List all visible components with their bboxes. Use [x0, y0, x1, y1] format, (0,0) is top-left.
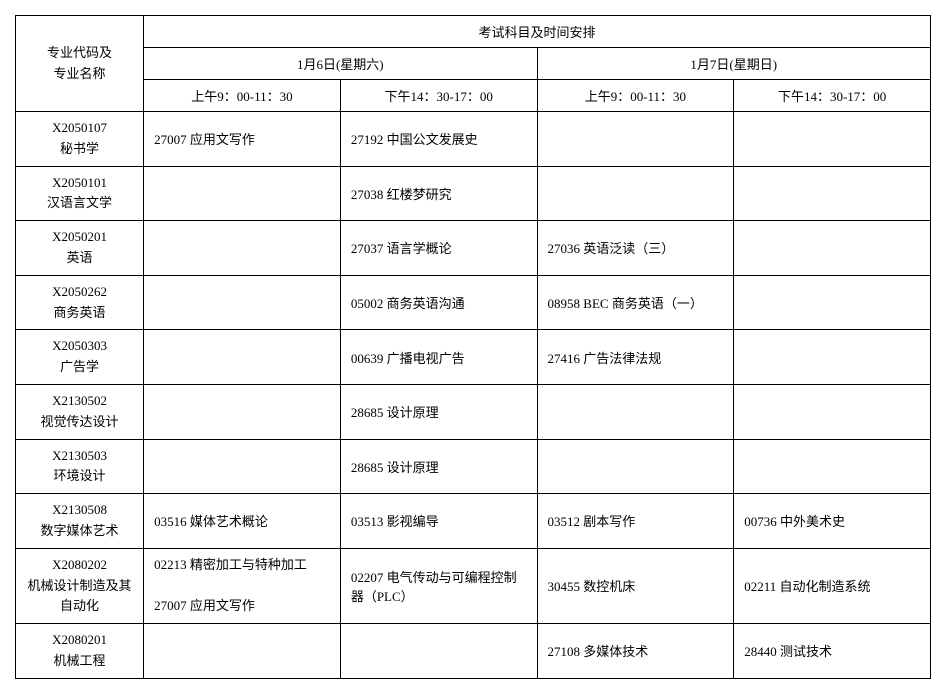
- slot4-cell: 00736 中外美术史: [734, 494, 931, 549]
- major-cell: X2130503环境设计: [16, 439, 144, 494]
- header-slot3: 上午9：00-11：30: [537, 80, 734, 112]
- major-cell: X2050303广告学: [16, 330, 144, 385]
- table-row: X2050101汉语言文学 27038 红楼梦研究: [16, 166, 931, 221]
- slot2-cell: 28685 设计原理: [340, 439, 537, 494]
- major-cell: X2130508数字媒体艺术: [16, 494, 144, 549]
- header-day2: 1月7日(星期日): [537, 48, 930, 80]
- slot4-cell: [734, 221, 931, 276]
- slot4-cell: [734, 384, 931, 439]
- slot1-cell: [144, 330, 341, 385]
- table-row: X2050262商务英语 05002 商务英语沟通08958 BEC 商务英语（一…: [16, 275, 931, 330]
- slot4-cell: [734, 275, 931, 330]
- slot2-cell: 02207 电气传动与可编程控制器（PLC）: [340, 548, 537, 623]
- header-row-1: 专业代码及专业名称 考试科目及时间安排: [16, 16, 931, 48]
- major-cell: X2080202机械设计制造及其自动化: [16, 548, 144, 623]
- slot1-cell: [144, 275, 341, 330]
- table-body: X2050107秘书学27007 应用文写作27192 中国公文发展史X2050…: [16, 112, 931, 679]
- slot2-cell: 27192 中国公文发展史: [340, 112, 537, 167]
- slot3-cell: 27108 多媒体技术: [537, 624, 734, 679]
- header-slot2: 下午14：30-17：00: [340, 80, 537, 112]
- slot2-cell: 03513 影视编导: [340, 494, 537, 549]
- slot1-cell: [144, 439, 341, 494]
- slot4-cell: 28440 测试技术: [734, 624, 931, 679]
- slot1-cell: [144, 221, 341, 276]
- header-row-3: 上午9：00-11：30 下午14：30-17：00 上午9：00-11：30 …: [16, 80, 931, 112]
- slot4-cell: [734, 439, 931, 494]
- slot1-cell: 02213 精密加工与特种加工 27007 应用文写作: [144, 548, 341, 623]
- slot2-cell: [340, 624, 537, 679]
- table-row: X2080201机械工程 27108 多媒体技术28440 测试技术: [16, 624, 931, 679]
- slot4-cell: [734, 166, 931, 221]
- table-row: X2130503环境设计 28685 设计原理: [16, 439, 931, 494]
- header-slot4: 下午14：30-17：00: [734, 80, 931, 112]
- slot3-cell: 03512 剧本写作: [537, 494, 734, 549]
- major-cell: X2080201机械工程: [16, 624, 144, 679]
- major-cell: X2050262商务英语: [16, 275, 144, 330]
- slot1-cell: [144, 624, 341, 679]
- slot1-cell: [144, 384, 341, 439]
- table-row: X2050303广告学 00639 广播电视广告27416 广告法律法规: [16, 330, 931, 385]
- header-top: 考试科目及时间安排: [144, 16, 931, 48]
- table-row: X2130508数字媒体艺术03516 媒体艺术概论03513 影视编导0351…: [16, 494, 931, 549]
- slot4-cell: 02211 自动化制造系统: [734, 548, 931, 623]
- slot2-cell: 27037 语言学概论: [340, 221, 537, 276]
- slot1-cell: 27007 应用文写作: [144, 112, 341, 167]
- header-row-2: 1月6日(星期六) 1月7日(星期日): [16, 48, 931, 80]
- table-row: X2050201英语 27037 语言学概论27036 英语泛读（三）: [16, 221, 931, 276]
- header-slot1: 上午9：00-11：30: [144, 80, 341, 112]
- slot3-cell: [537, 112, 734, 167]
- table-row: X2050107秘书学27007 应用文写作27192 中国公文发展史: [16, 112, 931, 167]
- slot3-cell: 27416 广告法律法规: [537, 330, 734, 385]
- major-cell: X2130502视觉传达设计: [16, 384, 144, 439]
- slot3-cell: [537, 166, 734, 221]
- slot2-cell: 05002 商务英语沟通: [340, 275, 537, 330]
- major-cell: X2050107秘书学: [16, 112, 144, 167]
- header-day1: 1月6日(星期六): [144, 48, 537, 80]
- slot2-cell: 00639 广播电视广告: [340, 330, 537, 385]
- slot3-cell: 27036 英语泛读（三）: [537, 221, 734, 276]
- major-cell: X2050101汉语言文学: [16, 166, 144, 221]
- slot3-cell: 30455 数控机床: [537, 548, 734, 623]
- major-cell: X2050201英语: [16, 221, 144, 276]
- slot1-cell: [144, 166, 341, 221]
- schedule-table: 专业代码及专业名称 考试科目及时间安排 1月6日(星期六) 1月7日(星期日) …: [15, 15, 931, 679]
- slot3-cell: 08958 BEC 商务英语（一）: [537, 275, 734, 330]
- slot4-cell: [734, 112, 931, 167]
- slot4-cell: [734, 330, 931, 385]
- table-row: X2080202机械设计制造及其自动化02213 精密加工与特种加工 27007…: [16, 548, 931, 623]
- slot3-cell: [537, 439, 734, 494]
- slot2-cell: 27038 红楼梦研究: [340, 166, 537, 221]
- header-major: 专业代码及专业名称: [16, 16, 144, 112]
- slot1-cell: 03516 媒体艺术概论: [144, 494, 341, 549]
- table-row: X2130502视觉传达设计 28685 设计原理: [16, 384, 931, 439]
- slot2-cell: 28685 设计原理: [340, 384, 537, 439]
- slot3-cell: [537, 384, 734, 439]
